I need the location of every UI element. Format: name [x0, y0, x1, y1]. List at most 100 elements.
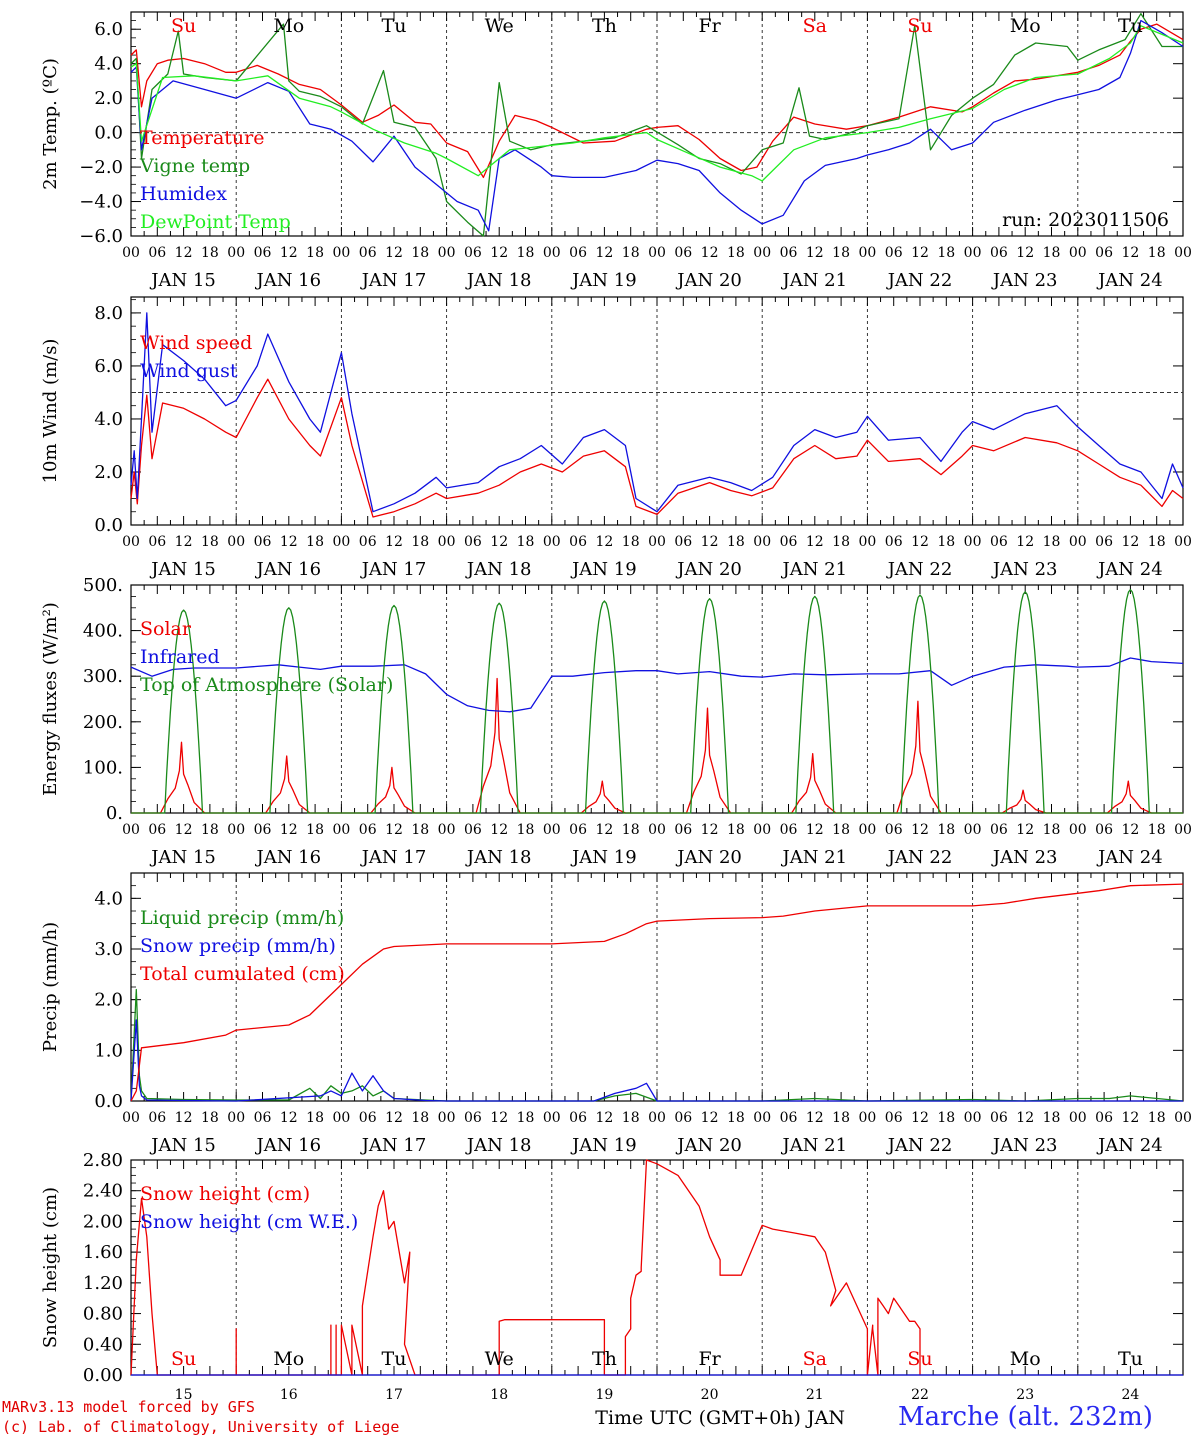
hour-label: 00 [543, 534, 561, 550]
hour-label: 06 [780, 245, 798, 261]
y-axis-label: 10m Wind (m/s) [40, 339, 61, 484]
y-tick-label: 0.0 [94, 515, 123, 536]
hour-label: 06 [990, 1110, 1008, 1126]
hour-label: 18 [832, 245, 850, 261]
hour-label: 12 [911, 534, 929, 550]
hour-label: 06 [780, 822, 798, 838]
hour-label: 06 [1095, 822, 1113, 838]
hour-label: 06 [885, 534, 903, 550]
day-label: JAN 24 [1096, 1135, 1163, 1156]
weekday-label: Mo [1010, 15, 1041, 37]
day-label: JAN 18 [465, 847, 532, 868]
series-line [130, 883, 1184, 1102]
hour-label: 18 [201, 822, 219, 838]
hour-label: 06 [254, 534, 272, 550]
hour-label: 06 [464, 245, 482, 261]
weekday-label: Fr [698, 15, 721, 37]
day-number: 16 [280, 1387, 298, 1403]
hour-label: 06 [569, 1110, 587, 1126]
hour-label: 12 [701, 245, 719, 261]
hour-label: 00 [438, 245, 456, 261]
hour-label: 12 [1016, 245, 1034, 261]
hour-label: 12 [1016, 1110, 1034, 1126]
hour-label: 06 [674, 822, 692, 838]
weekday-label: Tu [382, 15, 407, 37]
day-label: JAN 18 [465, 270, 532, 291]
hour-label: 12 [806, 822, 824, 838]
hour-label: 18 [1148, 534, 1166, 550]
y-tick-label: 0.80 [83, 1304, 123, 1325]
series-line [131, 677, 1183, 814]
hour-label: 00 [543, 245, 561, 261]
hour-label: 12 [1121, 534, 1139, 550]
hour-label: 00 [543, 822, 561, 838]
day-label: JAN 23 [991, 270, 1058, 291]
hour-label: 12 [806, 1110, 824, 1126]
hour-label: 00 [753, 534, 771, 550]
y-tick-label: 0.00 [83, 1365, 123, 1386]
day-label: JAN 17 [360, 847, 427, 868]
hour-label: 06 [1095, 534, 1113, 550]
hour-label: 06 [148, 534, 166, 550]
hour-label: 00 [227, 534, 245, 550]
hour-label: 06 [569, 822, 587, 838]
day-label: JAN 17 [360, 270, 427, 291]
hour-label: 12 [385, 245, 403, 261]
hour-label: 18 [832, 822, 850, 838]
day-label: JAN 16 [255, 270, 322, 291]
day-label: JAN 20 [675, 847, 742, 868]
hour-label: 06 [569, 245, 587, 261]
hour-label: 00 [1069, 534, 1087, 550]
day-label: JAN 24 [1096, 847, 1163, 868]
series-line [130, 1019, 1183, 1102]
hour-label: 12 [175, 534, 193, 550]
hour-label: 12 [911, 1110, 929, 1126]
series-line [130, 13, 1183, 237]
hour-label: 18 [727, 1110, 745, 1126]
hour-label: 06 [148, 822, 166, 838]
legend-entry: Solar [140, 618, 192, 640]
hour-label: 18 [517, 1110, 535, 1126]
y-tick-label: 2.00 [83, 1211, 123, 1232]
hour-label: 12 [595, 822, 613, 838]
y-tick-label: 200. [83, 712, 123, 733]
y-tick-label: 1.60 [83, 1242, 123, 1263]
day-number: 20 [701, 1387, 719, 1403]
y-tick-label: −2.0 [79, 157, 123, 178]
y-tick-label: −4.0 [79, 192, 123, 213]
y-tick-label: 400. [83, 621, 123, 642]
lab-credit: (c) Lab. of Climatology, University of L… [2, 1418, 400, 1436]
hour-label: 06 [885, 822, 903, 838]
legend-entry: Vigne temp [139, 155, 250, 177]
hour-label: 18 [1043, 1110, 1061, 1126]
day-label: JAN 23 [991, 559, 1058, 580]
hour-label: 00 [648, 245, 666, 261]
hour-label: 12 [701, 822, 719, 838]
day-label: JAN 22 [886, 847, 953, 868]
hour-label: 18 [937, 534, 955, 550]
hour-label: 00 [227, 1110, 245, 1126]
weekday-label: We [485, 1348, 514, 1370]
y-tick-label: 2.0 [94, 462, 123, 483]
hour-label: 18 [1043, 534, 1061, 550]
hour-label: 06 [1095, 245, 1113, 261]
hour-label: 12 [490, 245, 508, 261]
hour-label: 06 [148, 1110, 166, 1126]
hour-label: 00 [1069, 1110, 1087, 1126]
hour-label: 12 [490, 534, 508, 550]
hour-label: 18 [1043, 245, 1061, 261]
y-tick-label: 4.0 [94, 54, 123, 75]
hour-label: 12 [595, 245, 613, 261]
day-label: JAN 15 [149, 1135, 216, 1156]
hour-label: 12 [1121, 245, 1139, 261]
hour-label: 18 [411, 245, 429, 261]
hour-label: 12 [911, 245, 929, 261]
weekday-label: Tu [382, 1348, 407, 1370]
day-label: JAN 16 [255, 1135, 322, 1156]
hour-label: 06 [885, 1110, 903, 1126]
day-label: JAN 21 [781, 559, 848, 580]
hour-label: 12 [280, 245, 298, 261]
hour-label: 06 [674, 1110, 692, 1126]
hour-label: 00 [858, 822, 876, 838]
y-axis-label: Snow height (cm) [40, 1187, 61, 1348]
